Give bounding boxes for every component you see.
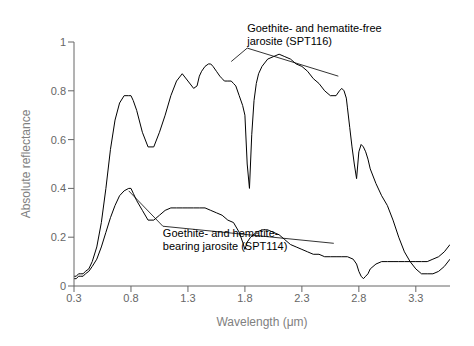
svg-text:0.4: 0.4 <box>51 182 66 194</box>
svg-text:0.8: 0.8 <box>51 85 66 97</box>
svg-text:0.6: 0.6 <box>51 134 66 146</box>
svg-text:2.8: 2.8 <box>351 292 366 304</box>
svg-text:1: 1 <box>60 36 66 48</box>
svg-text:1.3: 1.3 <box>180 292 195 304</box>
svg-text:Absolute reflectance: Absolute reflectance <box>19 109 33 218</box>
svg-text:Goethite- and hematite-freejar: Goethite- and hematite-freejarosite (SPT… <box>246 22 382 47</box>
svg-text:0.3: 0.3 <box>66 292 81 304</box>
svg-text:1.8: 1.8 <box>237 292 252 304</box>
svg-text:0.8: 0.8 <box>123 292 138 304</box>
svg-text:Wavelength (μm): Wavelength (μm) <box>216 315 307 329</box>
svg-text:3.3: 3.3 <box>408 292 423 304</box>
svg-text:0: 0 <box>60 280 66 292</box>
svg-text:Goethite- and hematite-bearing: Goethite- and hematite-bearing jarosite … <box>163 227 288 252</box>
svg-text:0.2: 0.2 <box>51 231 66 243</box>
svg-text:2.3: 2.3 <box>294 292 309 304</box>
